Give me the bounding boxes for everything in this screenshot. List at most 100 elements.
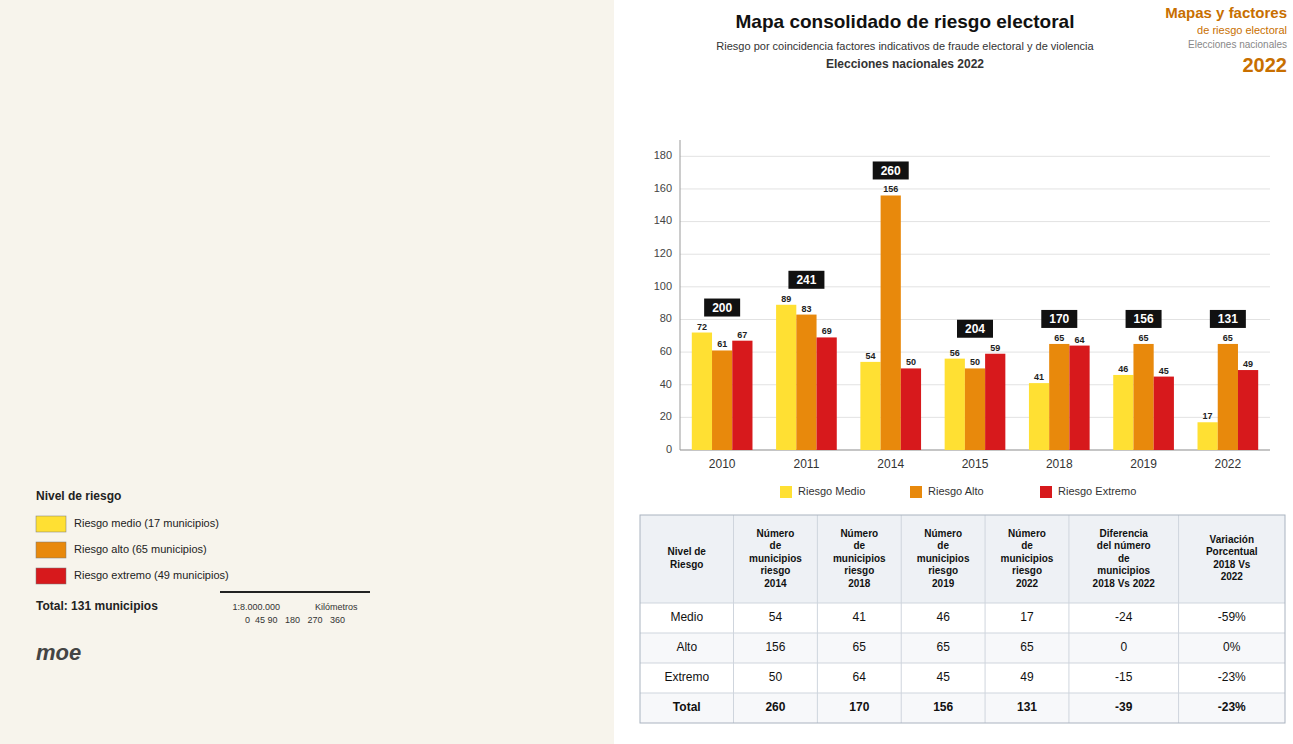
bar xyxy=(817,337,837,450)
text-line: municipios xyxy=(833,553,886,564)
x-tick-label: 2015 xyxy=(962,457,989,471)
scale-text: 0 45 90 180 270 360 xyxy=(245,615,345,625)
text-line: de xyxy=(1118,553,1130,564)
map-background xyxy=(0,0,614,744)
text-line: del número xyxy=(1097,540,1151,551)
table-header: Nivel de Riesgo xyxy=(668,546,707,570)
table-row-bg xyxy=(640,693,1285,723)
table-cell: -59% xyxy=(1218,610,1246,624)
data-label: 45 xyxy=(1159,366,1169,376)
data-label: 156 xyxy=(883,184,898,194)
text-line: 2018 Vs xyxy=(1213,559,1251,570)
text-line: Número xyxy=(1008,528,1046,539)
table-rule xyxy=(1068,515,1069,723)
total-box xyxy=(873,161,909,179)
bar xyxy=(1238,370,1258,450)
data-label: 83 xyxy=(801,304,811,314)
table-cell: 41 xyxy=(853,610,867,624)
bar xyxy=(860,362,880,450)
header-text: Mapas y factores xyxy=(1165,4,1287,21)
grid-line xyxy=(680,254,1270,255)
y-tick-label: 0 xyxy=(666,443,672,455)
table-rule xyxy=(640,633,1285,634)
text-line: Número xyxy=(840,528,878,539)
bar xyxy=(1049,344,1069,450)
text-line: de xyxy=(853,540,865,551)
y-tick-label: 120 xyxy=(654,247,672,259)
text-line: Porcentual xyxy=(1206,546,1258,557)
y-tick-label: 40 xyxy=(660,378,672,390)
table-cell: 260 xyxy=(765,700,785,714)
text-line: riesgo xyxy=(1012,565,1042,576)
header-text: 2022 xyxy=(1243,54,1288,76)
grid-line xyxy=(680,286,1270,287)
data-label: 54 xyxy=(865,351,875,361)
text-line: 2022 xyxy=(1016,578,1039,589)
total-box xyxy=(957,320,993,338)
table-row-bg xyxy=(640,603,1285,633)
y-tick-label: 140 xyxy=(654,214,672,226)
text-line: de xyxy=(1021,540,1033,551)
map-legend-swatch xyxy=(36,542,66,558)
bar-chart: 0204060801001201401601802010726167200201… xyxy=(654,140,1270,498)
data-label: 67 xyxy=(737,330,747,340)
table-cell: 46 xyxy=(936,610,950,624)
text-line: Número xyxy=(757,528,795,539)
labels: 2010726167200201189836924120145415650260… xyxy=(697,161,1253,471)
x-tick-label: 2014 xyxy=(877,457,904,471)
bar xyxy=(776,305,796,450)
chart-subtitle: Elecciones nacionales 2022 xyxy=(826,57,984,71)
table-cell: 65 xyxy=(936,640,950,654)
data-label: 65 xyxy=(1139,333,1149,343)
text-line: Riesgo xyxy=(670,559,703,570)
bar xyxy=(692,333,712,450)
legend-label: Riesgo Extremo xyxy=(1058,485,1136,497)
grid-line xyxy=(680,352,1270,353)
bar xyxy=(901,368,921,450)
table-rule xyxy=(901,515,902,723)
text-line: municipios xyxy=(1097,565,1150,576)
data-label: 69 xyxy=(822,326,832,336)
table-row-bg xyxy=(640,663,1285,693)
total-label: 241 xyxy=(796,273,816,287)
grid-line xyxy=(680,221,1270,222)
header-text: Elecciones nacionales xyxy=(1188,39,1287,50)
legend: Riesgo MedioRiesgo AltoRiesgo Extremo xyxy=(780,485,1136,498)
text-line: Número xyxy=(924,528,962,539)
total-label: 200 xyxy=(712,301,732,315)
text-line: 2018 Vs 2022 xyxy=(1093,578,1156,589)
table-cell: 50 xyxy=(769,670,783,684)
data-label: 50 xyxy=(906,357,916,367)
y-tick-label: 20 xyxy=(660,410,672,422)
total-box xyxy=(1126,310,1162,328)
total-label: 260 xyxy=(881,164,901,178)
map-panel: Nivel de riesgo Riesgo medio (17 municipi… xyxy=(0,0,614,744)
map-legend-title: Nivel de riesgo xyxy=(36,489,121,503)
text-line: 2019 xyxy=(932,578,955,589)
chart-title: Mapa consolidado de riesgo electoral xyxy=(736,11,1075,32)
text-line: 2014 xyxy=(764,578,787,589)
text-line: Nivel de xyxy=(668,546,707,557)
data-label: 64 xyxy=(1075,335,1085,345)
table-cell: 170 xyxy=(849,700,869,714)
header-text: de riesgo electoral xyxy=(1197,24,1287,36)
text-line: riesgo xyxy=(928,565,958,576)
table-header-bg xyxy=(640,515,1285,603)
table-cell: 156 xyxy=(765,640,785,654)
table-cell: -23% xyxy=(1218,700,1246,714)
table-cell: 64 xyxy=(853,670,867,684)
legend-swatch xyxy=(1040,486,1052,498)
table-cell: Extremo xyxy=(664,670,709,684)
total-box xyxy=(1041,310,1077,328)
bar xyxy=(1218,344,1238,450)
map-legend-label: Riesgo medio (17 municipios) xyxy=(74,517,219,529)
x-tick-label: 2019 xyxy=(1130,457,1157,471)
chart-subtitle: Riesgo por coincidencia factores indicat… xyxy=(716,40,1094,52)
table-cell: 0 xyxy=(1120,640,1127,654)
table-header: VariaciónPorcentual2018 Vs2022 xyxy=(1206,534,1258,583)
total-label: 156 xyxy=(1134,312,1154,326)
data-label: 46 xyxy=(1118,364,1128,374)
y-tick-label: 180 xyxy=(654,149,672,161)
map-legend-swatch xyxy=(36,568,66,584)
data-label: 72 xyxy=(697,322,707,332)
